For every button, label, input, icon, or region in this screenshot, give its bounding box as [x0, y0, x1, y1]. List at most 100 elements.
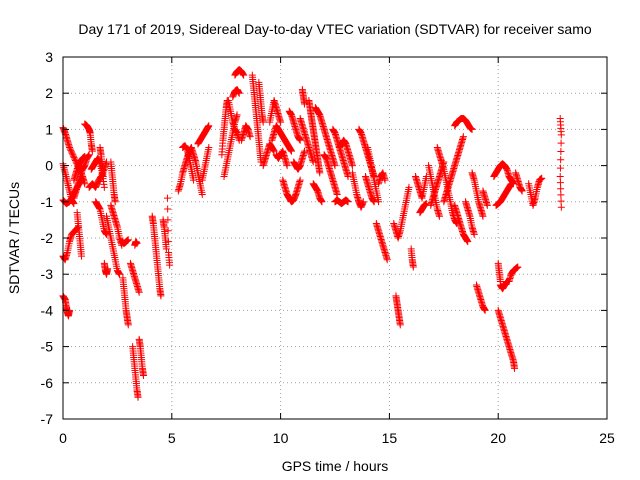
y-tick-label: -4 — [41, 302, 54, 318]
data-point — [557, 191, 565, 199]
y-tick-label: -6 — [41, 375, 54, 391]
x-tick-labels: 0 5 10 15 20 25 — [59, 430, 615, 446]
data-point — [511, 364, 519, 372]
data-point — [556, 172, 564, 180]
y-tick-labels: 3 2 1 0 -1 -2 -3 -4 -5 -6 -7 — [41, 49, 54, 427]
data-point — [381, 176, 389, 184]
data-point — [67, 146, 75, 154]
data-point — [270, 147, 278, 155]
data-series-sdtvar — [59, 66, 565, 401]
y-tick-label: 2 — [45, 85, 53, 101]
data-point — [164, 216, 172, 224]
data-point — [296, 176, 304, 184]
data-point — [557, 139, 565, 147]
data-point — [459, 133, 467, 141]
axis-ticks — [62, 56, 608, 420]
data-point — [464, 238, 472, 246]
data-point — [164, 227, 172, 235]
data-point — [518, 187, 526, 195]
data-point — [69, 152, 77, 160]
data-point — [99, 172, 107, 180]
data-point — [88, 147, 96, 155]
y-tick-label: -7 — [41, 411, 54, 427]
data-point — [163, 194, 171, 202]
y-tick-label: -2 — [41, 230, 54, 246]
data-point — [405, 183, 413, 191]
data-point — [205, 144, 213, 151]
data-point — [557, 197, 565, 205]
data-point — [134, 393, 142, 401]
data-point — [135, 288, 143, 296]
data-point — [66, 144, 74, 151]
data-point — [67, 148, 75, 156]
data-point — [344, 198, 352, 206]
data-point — [468, 125, 476, 133]
y-tick-label: -3 — [41, 266, 54, 282]
data-point — [359, 198, 367, 206]
data-point — [556, 179, 564, 187]
data-point — [538, 174, 546, 182]
x-tick-label: 15 — [382, 430, 398, 446]
chart-title: Day 171 of 2019, Sidereal Day-to-day VTE… — [78, 21, 591, 37]
data-point — [235, 89, 243, 97]
data-point — [557, 147, 565, 155]
data-point — [318, 198, 326, 206]
data-point — [133, 239, 141, 247]
data-point — [111, 198, 119, 206]
data-point — [277, 118, 285, 126]
data-point — [85, 151, 93, 159]
data-point — [479, 212, 487, 220]
data-point — [157, 292, 165, 300]
data-point — [259, 118, 267, 126]
data-point — [496, 277, 504, 285]
data-point — [164, 238, 172, 246]
data-point — [514, 263, 522, 271]
data-point — [557, 203, 565, 211]
data-point — [69, 151, 77, 159]
data-point — [301, 147, 309, 155]
data-point — [481, 306, 489, 314]
data-point — [198, 191, 206, 199]
data-point — [507, 180, 515, 188]
data-point — [103, 230, 111, 238]
data-point — [116, 270, 124, 278]
data-point — [301, 100, 309, 108]
y-tick-label: 3 — [45, 49, 53, 65]
y-tick-label: 1 — [45, 121, 53, 137]
x-tick-label: 10 — [273, 430, 289, 446]
y-tick-label: -1 — [41, 194, 54, 210]
data-point — [190, 176, 198, 184]
data-point — [556, 164, 564, 172]
data-point — [70, 154, 78, 162]
data-point — [162, 245, 170, 253]
data-point — [470, 230, 478, 238]
data-point — [71, 157, 79, 165]
data-point — [104, 265, 112, 273]
data-point — [557, 185, 565, 193]
x-axis-label: GPS time / hours — [282, 458, 389, 474]
x-tick-label: 20 — [490, 430, 506, 446]
data-point — [409, 263, 417, 271]
data-point — [164, 205, 172, 213]
data-point — [383, 256, 391, 264]
data-point — [68, 149, 76, 157]
y-tick-label: 0 — [45, 158, 53, 174]
data-point — [483, 201, 491, 209]
data-point — [246, 133, 254, 141]
data-point — [316, 169, 324, 177]
data-point — [205, 122, 213, 130]
data-point — [331, 162, 339, 170]
data-point — [375, 198, 383, 206]
x-tick-label: 5 — [168, 430, 176, 446]
data-point — [396, 321, 404, 329]
data-point — [557, 156, 565, 164]
data-point — [344, 172, 352, 180]
x-tick-label: 0 — [59, 430, 67, 446]
y-tick-label: -5 — [41, 339, 54, 355]
data-point — [283, 162, 291, 170]
grid-lines — [63, 57, 607, 419]
data-point — [166, 261, 174, 269]
data-point — [77, 252, 85, 260]
data-point — [557, 131, 565, 139]
